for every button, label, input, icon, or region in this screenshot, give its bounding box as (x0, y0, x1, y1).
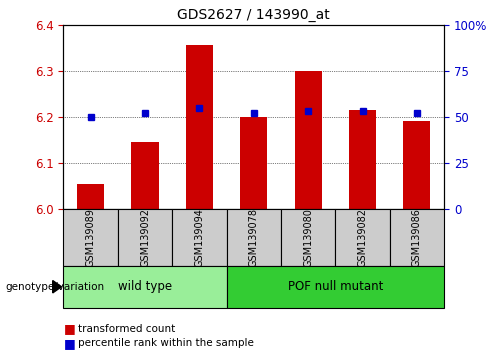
Bar (335, 209, 390, 266)
Text: wild type: wild type (118, 280, 172, 293)
Bar (131, 142, 159, 209)
Bar (63, 209, 118, 266)
Text: ■: ■ (63, 337, 75, 350)
Bar (281, 209, 335, 266)
Text: GSM139082: GSM139082 (358, 208, 367, 267)
Bar (240, 117, 267, 209)
Text: GSM139089: GSM139089 (85, 208, 96, 267)
Text: percentile rank within the sample: percentile rank within the sample (78, 338, 254, 348)
Bar (403, 121, 430, 209)
Bar (186, 46, 213, 209)
Bar (390, 209, 444, 266)
Text: GSM139092: GSM139092 (140, 208, 150, 267)
Title: GDS2627 / 143990_at: GDS2627 / 143990_at (177, 8, 330, 22)
Bar (77, 184, 104, 209)
Text: ■: ■ (63, 322, 75, 335)
Text: GSM139080: GSM139080 (303, 208, 313, 267)
Bar (349, 110, 376, 209)
Bar (63, 266, 226, 308)
Bar (172, 209, 226, 266)
FancyArrow shape (53, 280, 61, 293)
Text: GSM139078: GSM139078 (249, 208, 259, 267)
Bar (295, 71, 322, 209)
Bar (118, 209, 172, 266)
Text: POF null mutant: POF null mutant (287, 280, 383, 293)
Bar (226, 209, 281, 266)
Bar (226, 266, 444, 308)
Text: GSM139094: GSM139094 (194, 208, 204, 267)
Text: genotype/variation: genotype/variation (5, 282, 104, 292)
Text: GSM139086: GSM139086 (412, 208, 422, 267)
Text: transformed count: transformed count (78, 324, 175, 333)
